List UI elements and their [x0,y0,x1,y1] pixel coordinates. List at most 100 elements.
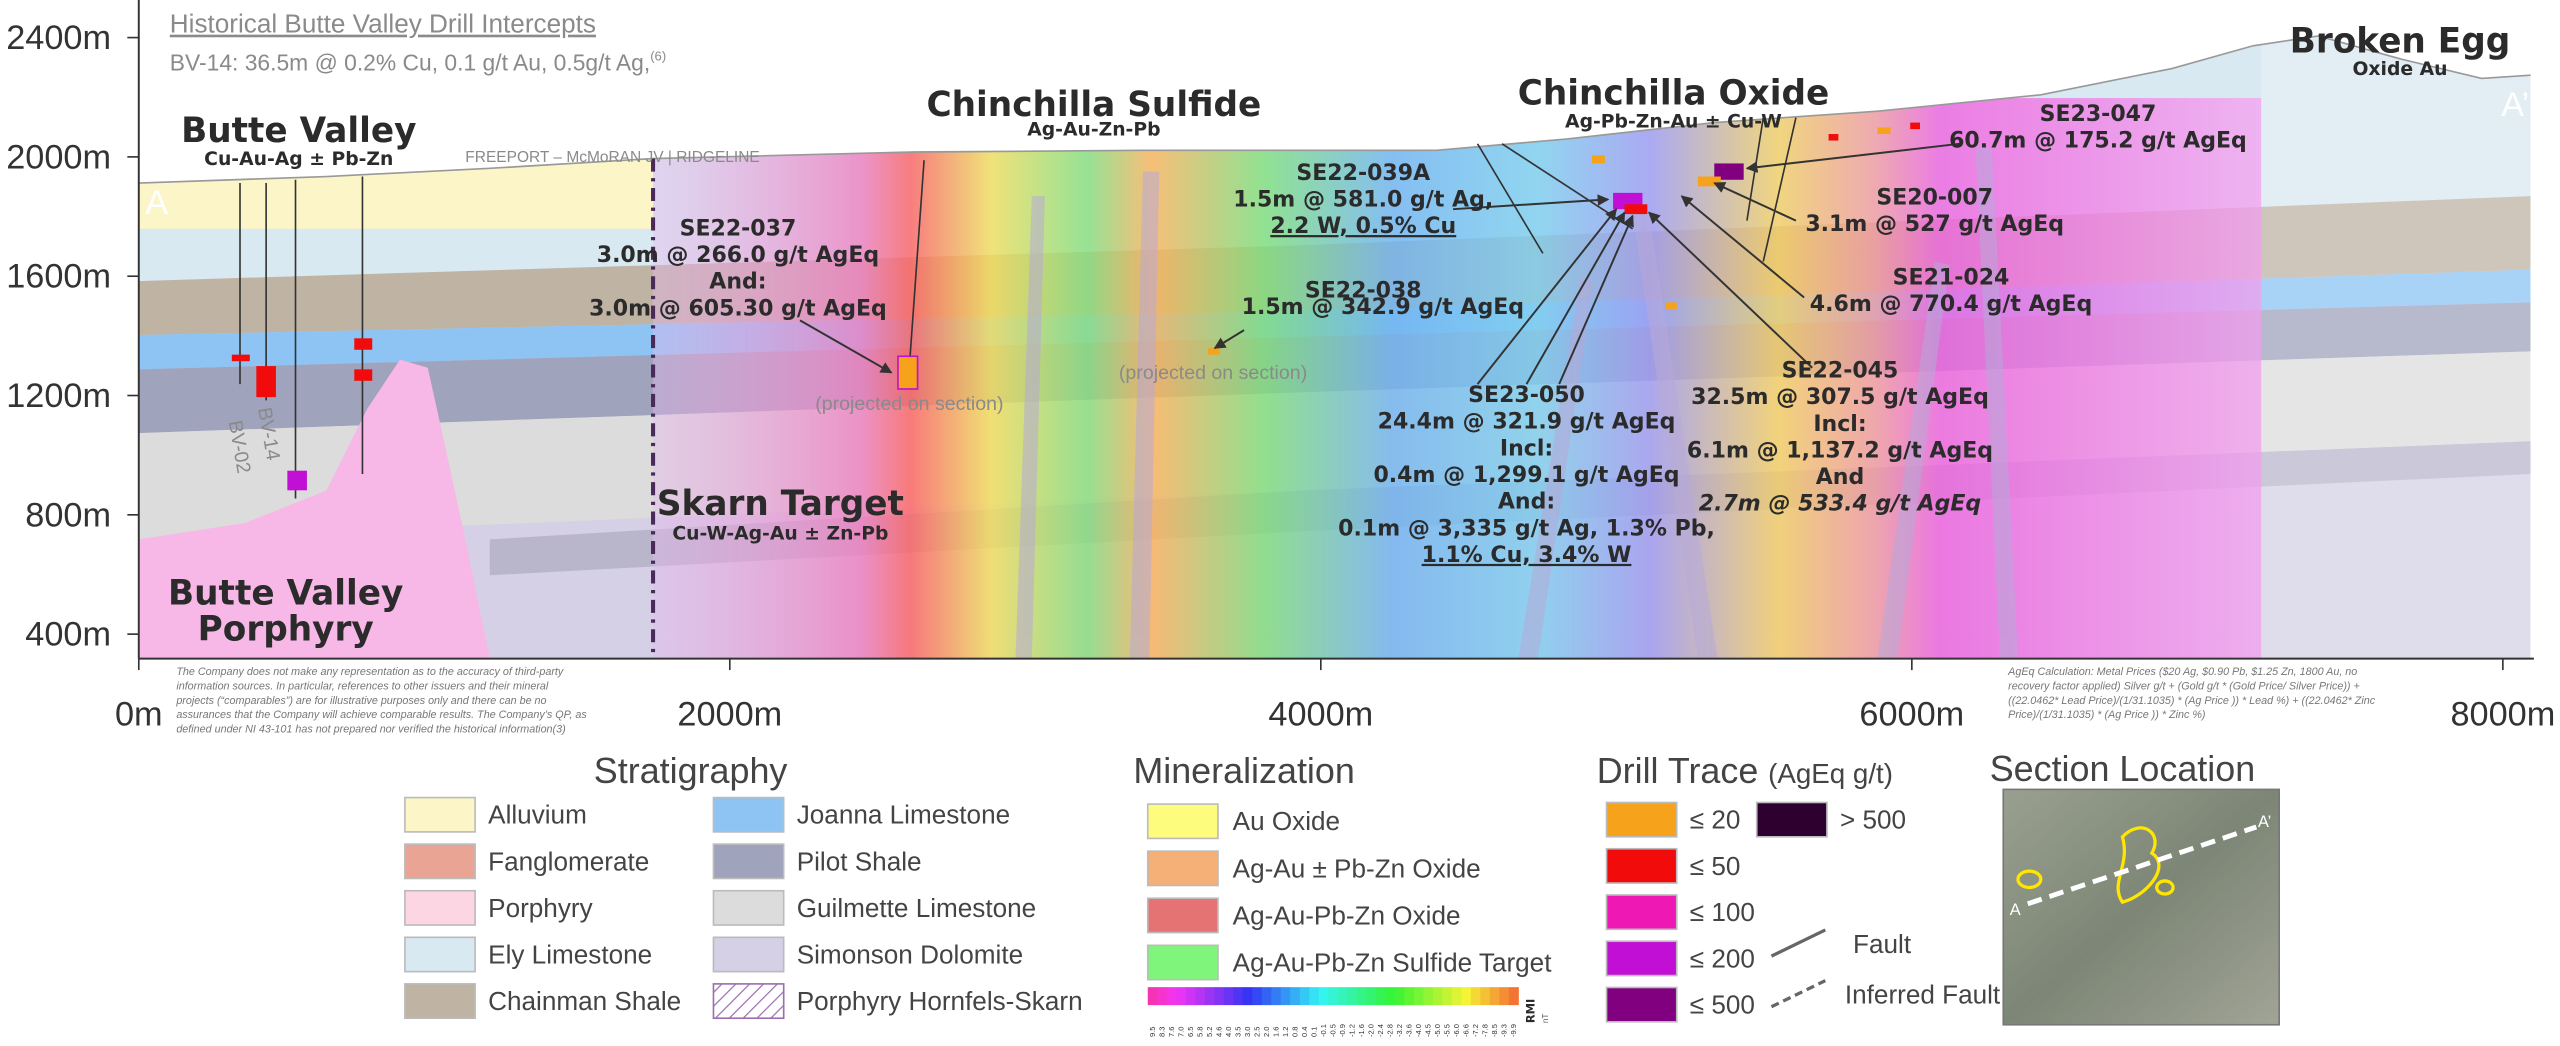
intercept-markers-part [1828,134,1839,141]
colorbar-cell [1318,987,1329,1006]
colorbar-cell [1366,987,1377,1006]
legend-title: Drill Trace (AgEq g/t) [1597,750,1893,791]
intercept-markers-part [1877,127,1891,135]
legend-swatch [404,796,476,833]
colorbar-label: 4.0 [1224,1027,1233,1037]
disclaimer: ((22.0462* Lead Price)/(1/31.1035) * (Ag… [2008,695,2376,707]
geology [138,35,2531,659]
colorbar-cell [1166,987,1177,1006]
colorbar-label: -6.6 [1462,1024,1471,1037]
colorbar-label: 1.2 [1281,1027,1290,1037]
intercept-markers-part [1665,302,1677,309]
legend-label: Fault [1853,929,1912,959]
intercept-line: 3.1m @ 527 g/t AgEq [1805,212,2064,237]
y-tick-label: 2000m [6,138,111,176]
legend-swatch [404,843,476,880]
colorbar-cell [1394,987,1405,1006]
intercept-line: 4.6m @ 770.4 g/t AgEq [1810,292,2092,317]
area-name: Chinchilla Sulfide [926,85,1261,125]
colorbar-cell [1480,987,1491,1006]
legend-label: Porphyry [488,893,593,923]
colorbar-cell [1413,987,1424,1006]
colorbar-label: 0.1 [1310,1027,1319,1037]
intercept-markers-part [1910,122,1920,130]
legend-swatch [712,843,785,880]
colorbar-cell [1461,987,1472,1006]
colorbar-label: 0.4 [1300,1027,1309,1037]
legend-swatch [404,936,476,973]
disclaimer: The Company does not make any representa… [176,666,564,678]
callout-arrows-part [1525,211,1626,385]
intercept-line: Incl: [1813,412,1866,437]
legend-label: Ely Limestone [488,939,652,969]
intercept-line: And: [709,270,766,295]
legend-label: Ag-Au-Pb-Zn Oxide [1233,900,1461,930]
colorbar-label: 1.6 [1271,1027,1280,1037]
legend-label: Ag-Au ± Pb-Zn Oxide [1233,853,1481,883]
annotation: (projected on section) [1119,362,1307,384]
colorbar-cell [1280,987,1291,1006]
y-tick-label: 800m [25,496,111,534]
faults-part [1975,147,2018,659]
area-name: Butte Valley [168,574,403,614]
area-name: Broken Egg [2290,21,2511,61]
x-tick-label: 2000m [677,696,782,734]
colorbar-label: -2.0 [1367,1024,1376,1037]
faults [1015,147,2018,659]
colorbar-label: 2.5 [1252,1027,1261,1037]
title: Historical Butte Valley Drill Intercepts [170,9,596,39]
colorbar-label: 5.2 [1205,1027,1214,1037]
colorbar-cell [1489,987,1500,1006]
disclaimer: assurances that the Company will achieve… [176,709,587,721]
legend-label: Guilmette Limestone [797,893,1036,923]
intercept-markers-part [1591,155,1605,164]
section-end: A’ [2501,86,2529,124]
colorbar-cell [1147,987,1158,1006]
hole-id: SE22-045 [1782,359,1899,384]
disclaimer: recovery factor applied) Silver g/t + (G… [2008,680,2360,692]
colorbar-cell [1195,987,1206,1006]
intercept-line: 24.4m @ 321.9 g/t AgEq [1378,410,1676,435]
legend-label: > 500 [1840,805,1906,835]
y-tick-label: 400m [25,616,111,654]
colorbar-cell [1423,987,1434,1006]
colorbar-label: -7.8 [1481,1024,1490,1037]
colorbar-label: 4.6 [1214,1027,1223,1037]
colorbar-cell [1375,987,1386,1006]
drill-holes-part [1476,143,1544,254]
intercept-line: 2.7m @ 533.4 g/t AgEq [1699,492,1982,517]
callout-arrows [799,142,1960,385]
intercept-line: 0.4m @ 1,299.1 g/t AgEq [1373,463,1679,488]
x-tick-label: 0m [115,696,163,734]
axes [137,0,2534,660]
legend-title: Section Location [1990,748,2255,789]
intercept-markers-part [231,354,250,362]
legend-swatch [712,889,785,926]
legend-label: ≤ 500 [1690,990,1755,1020]
area-detail: Cu-W-Ag-Au ± Zn-Pb [672,523,888,544]
map-outlines-part [2155,879,2175,896]
intercept-markers-part [1624,204,1648,215]
legend-swatch [1605,894,1678,931]
colorbar-cell [1404,987,1415,1006]
hole-id: SE23-050 [1468,383,1585,408]
colorbar-label: -1.6 [1357,1024,1366,1037]
legend-label: Porphyry Hornfels-Skarn [797,986,1083,1016]
callout-arrows-part [799,319,893,374]
area-detail: Oxide Au [2352,59,2447,80]
legend-swatch [404,983,476,1020]
colorbar-cell [1299,987,1310,1006]
colorbar-cell [1499,987,1510,1006]
legend-swatch [1605,847,1678,884]
x-tick-label: 8000m [2450,696,2555,734]
legend-label: Simonson Dolomite [797,939,1023,969]
legend-label: ≤ 100 [1690,897,1755,927]
colorbar-label: 2.0 [1262,1027,1271,1037]
legend-unit: (AgEq g/t) [1768,758,1893,789]
callout-arrows-part [1680,195,1805,299]
legend-label: Au Oxide [1233,806,1340,836]
disclaimer: projects (“comparables”) are for illustr… [175,695,546,707]
colorbar-label: -0.9 [1338,1024,1347,1037]
